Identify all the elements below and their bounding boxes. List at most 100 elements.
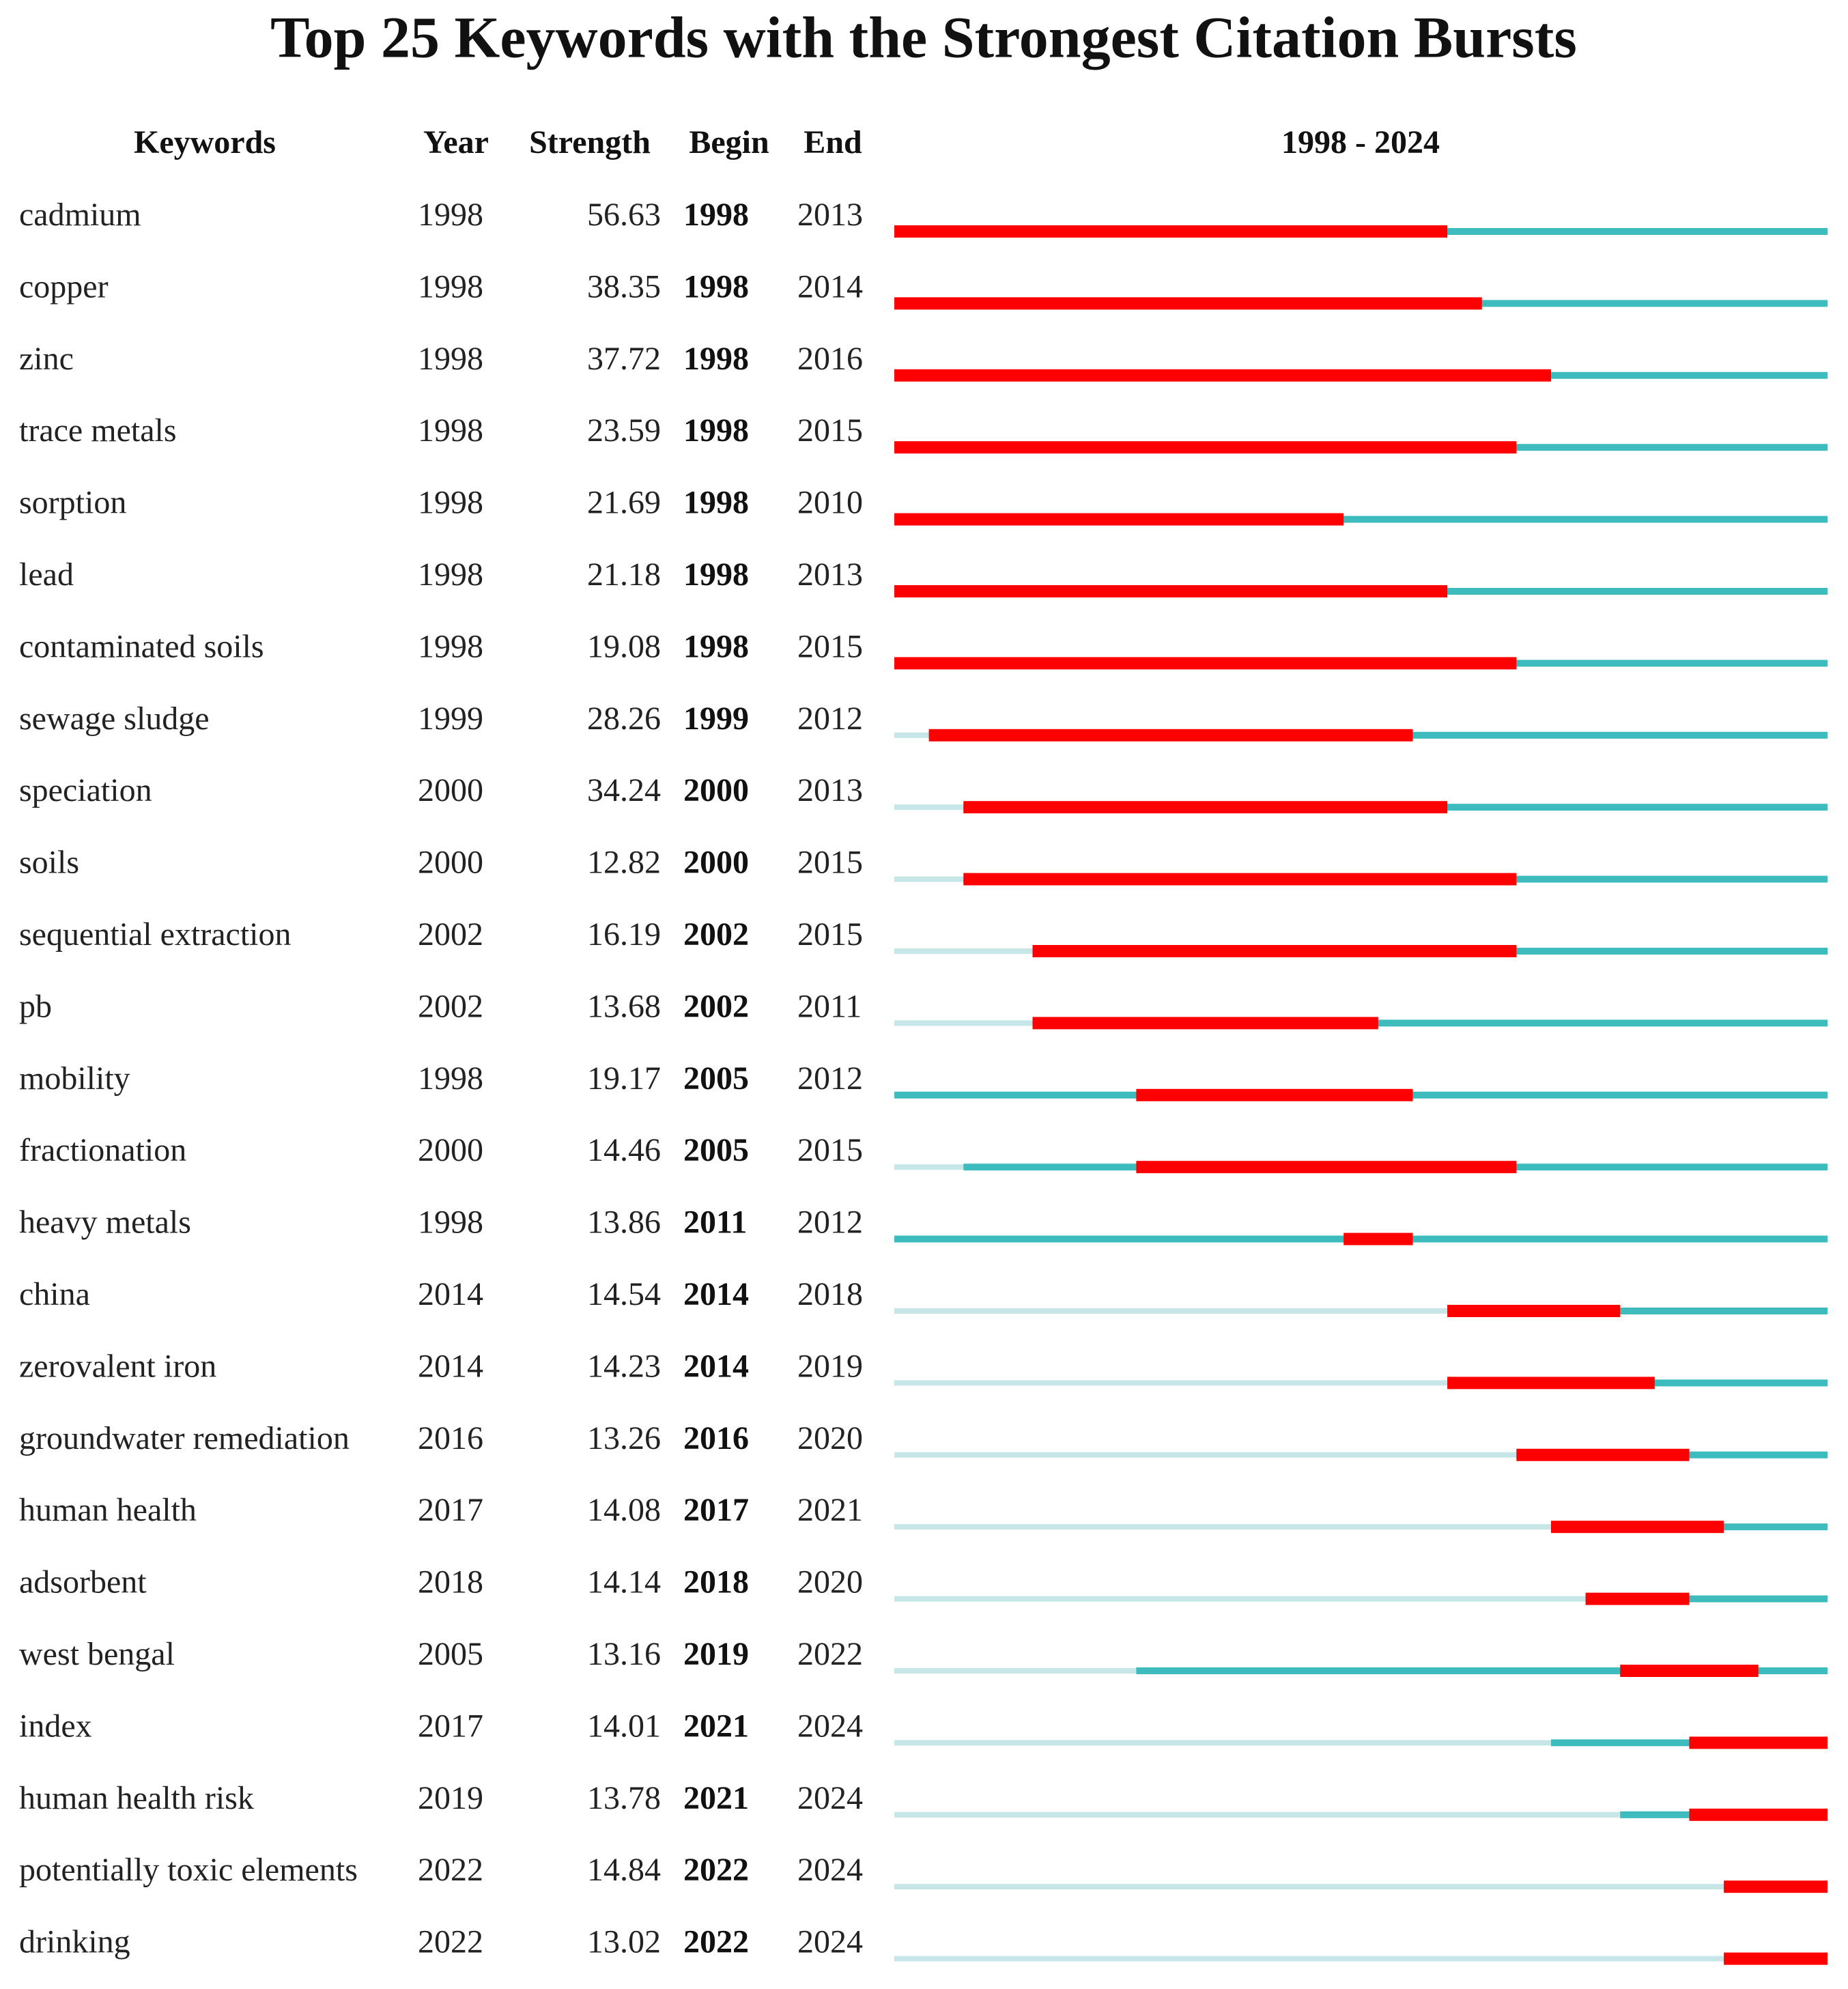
begin: 2005 <box>683 1132 749 1168</box>
column-header: Year <box>423 124 489 160</box>
burst-bar <box>928 729 1413 742</box>
active-span <box>1136 1667 1828 1674</box>
burst-bar <box>1136 1088 1413 1101</box>
burst-bar <box>894 513 1344 526</box>
burst-bar <box>1032 945 1517 957</box>
keyword: sequential extraction <box>19 916 292 953</box>
strength: 13.78 <box>587 1780 661 1816</box>
burst-bar <box>894 297 1482 310</box>
year: 1998 <box>418 1204 483 1241</box>
period-header: 1998 - 2024 <box>1281 124 1440 160</box>
year: 2002 <box>418 988 483 1024</box>
end: 2014 <box>797 268 863 305</box>
active-span <box>1447 1308 1828 1314</box>
active-span <box>1032 1019 1828 1027</box>
burst-bar <box>1344 1232 1413 1245</box>
keyword: trace metals <box>19 412 177 449</box>
end: 2012 <box>797 1060 863 1097</box>
begin: 1998 <box>683 485 749 521</box>
end: 2015 <box>797 916 863 953</box>
burst-bar <box>1620 1665 1759 1677</box>
strength: 13.68 <box>587 988 661 1024</box>
year: 2022 <box>418 1852 483 1888</box>
begin: 2021 <box>683 1708 749 1744</box>
column-header: Keywords <box>134 124 276 160</box>
strength: 56.63 <box>587 197 661 233</box>
inactive-span <box>894 1956 1724 1962</box>
strength: 38.35 <box>587 268 661 305</box>
burst-bar <box>1516 1448 1690 1461</box>
strength: 28.26 <box>587 701 661 737</box>
keyword: zerovalent iron <box>19 1348 216 1384</box>
begin: 2005 <box>683 1060 749 1097</box>
keyword: human health <box>19 1492 197 1528</box>
end: 2022 <box>797 1636 863 1672</box>
strength: 14.08 <box>587 1492 661 1528</box>
begin: 2022 <box>683 1924 749 1960</box>
inactive-span <box>894 804 964 810</box>
keyword: china <box>19 1276 90 1312</box>
burst-bar <box>1724 1880 1828 1893</box>
burst-bar <box>1447 1377 1655 1390</box>
end: 2012 <box>797 1204 863 1241</box>
burst-bar <box>894 585 1448 597</box>
begin: 2014 <box>683 1348 749 1384</box>
burst-bar <box>894 225 1448 238</box>
burst-bar <box>1136 1161 1517 1174</box>
begin: 2022 <box>683 1852 749 1888</box>
column-header: Begin <box>689 124 769 160</box>
strength: 21.69 <box>587 485 661 521</box>
burst-bar <box>1032 1017 1378 1030</box>
year: 1999 <box>418 701 483 737</box>
keyword: sewage sludge <box>19 701 210 737</box>
keyword: fractionation <box>19 1132 186 1168</box>
inactive-span <box>894 1811 1621 1818</box>
year: 2005 <box>418 1636 483 1672</box>
keyword: drinking <box>19 1924 130 1960</box>
year: 2014 <box>418 1276 483 1312</box>
end: 2015 <box>797 628 863 664</box>
year: 1998 <box>418 628 483 664</box>
year: 2017 <box>418 1492 483 1528</box>
inactive-span <box>894 1596 1586 1602</box>
begin: 1998 <box>683 628 749 664</box>
year: 2000 <box>418 1132 483 1168</box>
begin: 2016 <box>683 1420 749 1456</box>
end: 2019 <box>797 1348 863 1384</box>
chart-title: Top 25 Keywords with the Strongest Citat… <box>270 5 1577 70</box>
strength: 13.86 <box>587 1204 661 1241</box>
inactive-span <box>894 1380 1448 1386</box>
burst-bar <box>894 441 1517 454</box>
year: 2018 <box>418 1564 483 1600</box>
year: 1998 <box>418 485 483 521</box>
year: 2016 <box>418 1420 483 1456</box>
year: 2000 <box>418 772 483 808</box>
year: 1998 <box>418 412 483 449</box>
inactive-span <box>894 948 1033 954</box>
burst-bar <box>894 369 1551 382</box>
end: 2013 <box>797 197 863 233</box>
inactive-span <box>894 1524 1551 1530</box>
keyword: pb <box>19 988 52 1024</box>
keyword: adsorbent <box>19 1564 147 1600</box>
keyword: mobility <box>19 1060 130 1097</box>
end: 2015 <box>797 1132 863 1168</box>
active-span <box>894 516 1828 523</box>
keyword: copper <box>19 268 109 305</box>
begin: 2017 <box>683 1492 749 1528</box>
strength: 13.16 <box>587 1636 661 1672</box>
begin: 2002 <box>683 916 749 953</box>
end: 2015 <box>797 412 863 449</box>
burst-bar <box>1550 1521 1724 1534</box>
inactive-span <box>894 1884 1724 1890</box>
begin: 2021 <box>683 1780 749 1816</box>
keyword: lead <box>19 556 74 593</box>
end: 2024 <box>797 1924 863 1960</box>
column-header: End <box>804 124 862 160</box>
year: 2022 <box>418 1924 483 1960</box>
keyword: zinc <box>19 341 74 377</box>
keyword: heavy metals <box>19 1204 191 1241</box>
strength: 37.72 <box>587 341 661 377</box>
inactive-span <box>894 1668 1137 1674</box>
